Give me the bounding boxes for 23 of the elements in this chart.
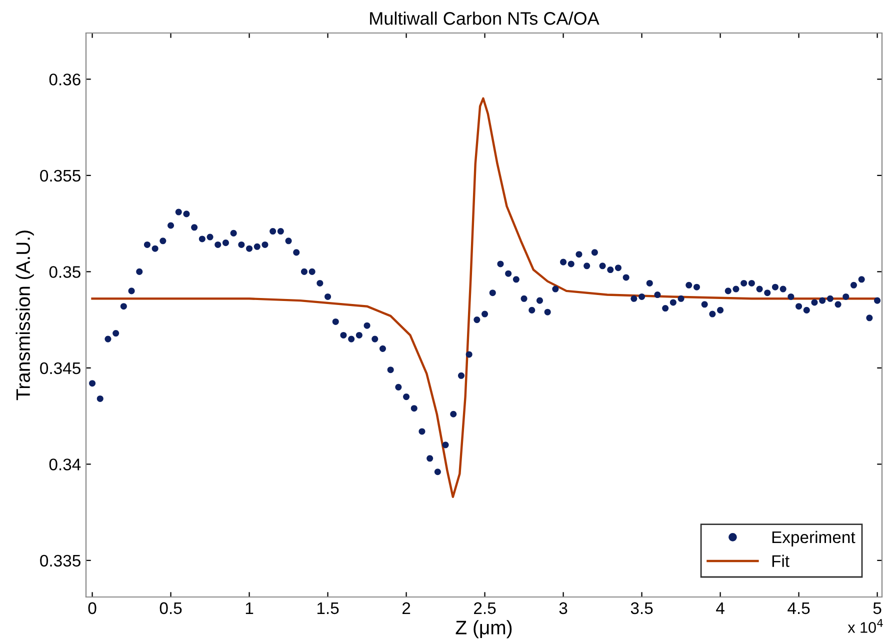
text: x 10$^{4}$ (848, 619, 883, 633)
x-tick-label: 4.5 (788, 602, 810, 614)
y-axis-title: Transmission (A.U.) (16, 230, 34, 400)
x-tick-label: 4 (716, 602, 724, 614)
legend-label: Experiment (772, 530, 856, 546)
y-tick-label: 0.35 (49, 266, 80, 278)
x-tick-label: 2 (402, 602, 410, 614)
legend-label: Fit (772, 554, 790, 568)
x-tick-label: 3.5 (630, 602, 653, 614)
x-tick-label: 1 (246, 602, 254, 614)
x-tick-label: 1.5 (317, 602, 339, 614)
y-tick-label: 0.34 (49, 458, 81, 470)
x-tick-label: 3 (559, 602, 568, 614)
x-tick-label: 2.5 (474, 602, 496, 614)
x-axis-title: Z (μm) (456, 620, 512, 638)
x-tick-label: 5 (873, 602, 882, 614)
y-tick-label: 0.355 (40, 170, 80, 182)
y-tick-label: 0.345 (40, 362, 80, 374)
x-tick-label: 0.5 (160, 602, 182, 614)
y-tick-label: 0.335 (40, 554, 80, 567)
y-tick-label: 0.36 (49, 74, 80, 86)
chart-title: Multiwall Carbon NTs CA/OA (370, 12, 600, 25)
x-tick-label: 0 (88, 602, 96, 614)
